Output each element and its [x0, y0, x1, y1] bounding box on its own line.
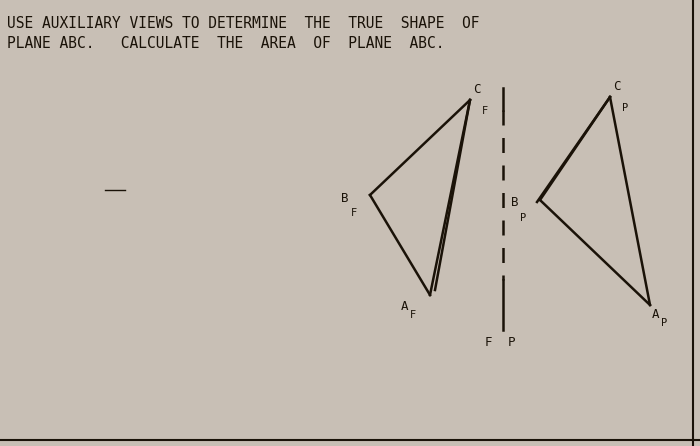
Text: USE AUXILIARY VIEWS TO DETERMINE  THE  TRUE  SHAPE  OF: USE AUXILIARY VIEWS TO DETERMINE THE TRU… [7, 16, 480, 31]
Text: B: B [510, 197, 518, 210]
Text: P: P [508, 336, 515, 349]
Text: F: F [482, 106, 489, 116]
Text: C: C [613, 80, 620, 93]
Text: PLANE ABC.   CALCULATE  THE  AREA  OF  PLANE  ABC.: PLANE ABC. CALCULATE THE AREA OF PLANE A… [7, 36, 444, 51]
Text: A: A [400, 300, 408, 313]
Text: F: F [351, 208, 357, 218]
Text: P: P [622, 103, 629, 113]
Text: A: A [652, 308, 659, 321]
Text: P: P [661, 318, 667, 328]
Text: B: B [342, 191, 349, 205]
Text: C: C [473, 83, 480, 96]
Text: F: F [410, 310, 416, 320]
Text: P: P [520, 213, 526, 223]
Text: F: F [484, 336, 492, 349]
